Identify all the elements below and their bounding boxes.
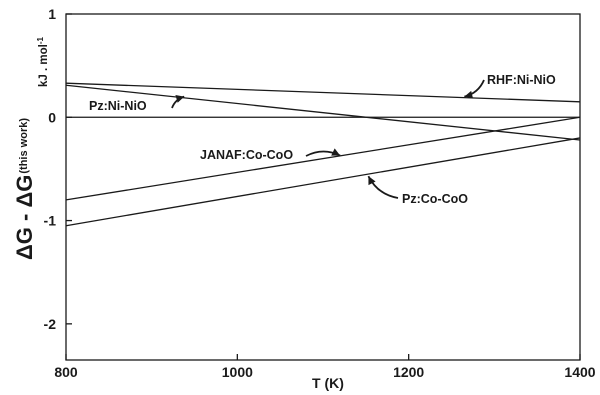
plot-frame [65, 13, 581, 361]
annotation-pz-ni-nio: Pz:Ni-NiO [89, 99, 147, 113]
y-axis-label-sub: (this work) [18, 118, 30, 174]
x-axis-label: T (K) [312, 375, 344, 391]
x-tick-label: 1000 [222, 364, 253, 380]
y-tick-label: -1 [44, 213, 57, 229]
annotation-arrowhead [331, 148, 341, 156]
annotation-rhf-ni-nio: RHF:Ni-NiO [487, 73, 556, 87]
y-unit-superscript: -1 [36, 36, 45, 44]
annotation-arrowhead [175, 95, 185, 103]
x-tick-label: 1200 [393, 364, 424, 380]
y-tick-label: -2 [44, 316, 57, 332]
y-unit-text: kJ . mol [38, 44, 50, 87]
tick-labels: 800 1000 1200 1400 1 0 -1 -2 [44, 6, 596, 380]
y-tick-label: 1 [48, 6, 56, 22]
annotation-arrowhead [368, 176, 376, 186]
series-line-pz-co-coo [65, 137, 581, 227]
series-line-janaf-co-coo [65, 116, 581, 201]
svg-text:kJ . mol-1: kJ . mol-1 [36, 36, 50, 86]
series-lines [65, 82, 581, 227]
annotation-arrow [367, 175, 399, 199]
x-tick-label: 1400 [564, 364, 595, 380]
annotation-janaf-co-coo: JANAF:Co-CoO [200, 148, 293, 162]
y-axis-label: ΔG - ΔG(this work) [12, 118, 37, 260]
y-tick-label: 0 [48, 109, 56, 125]
y-axis-label-main: ΔG - ΔG [12, 175, 37, 260]
axis-ticks [65, 13, 581, 360]
annotation-arrowhead [464, 90, 474, 99]
svg-text:ΔG - ΔG(this work): ΔG - ΔG(this work) [12, 118, 37, 260]
x-tick-label: 800 [54, 364, 78, 380]
series-line-rhf-ni-nio [65, 82, 581, 103]
annotation-pz-co-coo: Pz:Co-CoO [402, 192, 468, 206]
y-unit-label: kJ . mol-1 [36, 36, 50, 86]
annotation-arrows [171, 79, 485, 199]
